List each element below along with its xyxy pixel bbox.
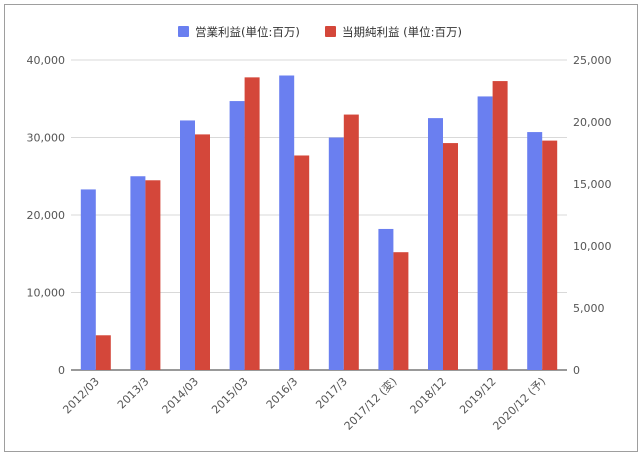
- bar-net-income: [294, 155, 310, 370]
- x-tick-label: 2013/3: [115, 375, 152, 412]
- x-tick-label: 2017/12 (変): [341, 374, 400, 433]
- x-tick-label: 2012/03: [60, 375, 102, 417]
- left-tick-label: 20,000: [27, 209, 66, 222]
- x-tick-label: 2018/12: [408, 375, 450, 417]
- bar-net-income: [443, 143, 458, 370]
- right-axis: 0 5,000 10,000 15,000 20,000 25,000: [573, 54, 612, 377]
- left-tick-label: 10,000: [27, 287, 66, 300]
- x-tick-label: 2015/03: [209, 375, 251, 417]
- legend-swatch-net-income: [325, 26, 336, 37]
- bar-net-income: [542, 140, 558, 370]
- bar-net-income: [95, 335, 111, 370]
- bar-operating-profit: [527, 132, 543, 370]
- right-tick-label: 0: [573, 364, 580, 377]
- x-tick-label: 2017/3: [313, 375, 350, 412]
- legend-label-net-income: 当期純利益 (単位:百万): [342, 25, 462, 39]
- bar-operating-profit: [428, 118, 443, 370]
- legend-label-operating-profit: 営業利益(単位:百万): [195, 25, 300, 39]
- legend-swatch-operating-profit: [178, 26, 189, 37]
- left-tick-label: 0: [58, 364, 65, 377]
- bar-operating-profit: [130, 176, 146, 370]
- bar-operating-profit: [328, 137, 344, 370]
- legend: 営業利益(単位:百万) 当期純利益 (単位:百万): [178, 25, 462, 39]
- bar-net-income: [244, 77, 260, 371]
- x-tick-label: 2020/12 (予): [490, 375, 548, 433]
- right-tick-label: 20,000: [573, 116, 612, 129]
- bar-operating-profit: [80, 189, 96, 370]
- x-axis: 2012/03 2013/3 2014/03 2015/03 2016/3 2017/32…: [60, 374, 548, 433]
- bars: [80, 75, 558, 371]
- bar-operating-profit: [378, 228, 394, 370]
- right-tick-label: 15,000: [573, 178, 612, 191]
- left-tick-label: 40,000: [27, 54, 66, 67]
- bar-net-income: [343, 114, 359, 370]
- left-axis: 0 10,000 20,000 30,000 40,000: [27, 54, 66, 377]
- bar-net-income: [393, 252, 409, 370]
- x-tick-label: 2014/03: [160, 375, 202, 417]
- right-tick-label: 10,000: [573, 240, 612, 253]
- bar-net-income: [195, 134, 210, 370]
- bar-operating-profit: [279, 75, 295, 370]
- x-tick-label: 2019/12: [457, 375, 499, 417]
- bar-operating-profit: [180, 120, 195, 370]
- bar-net-income: [492, 81, 508, 370]
- x-tick-label: 2016/3: [264, 375, 301, 412]
- bar-operating-profit: [477, 96, 493, 371]
- right-tick-label: 5,000: [573, 302, 605, 315]
- bar-net-income: [145, 180, 161, 370]
- bar-operating-profit: [229, 101, 245, 370]
- right-tick-label: 25,000: [573, 54, 612, 67]
- left-tick-label: 30,000: [27, 132, 66, 145]
